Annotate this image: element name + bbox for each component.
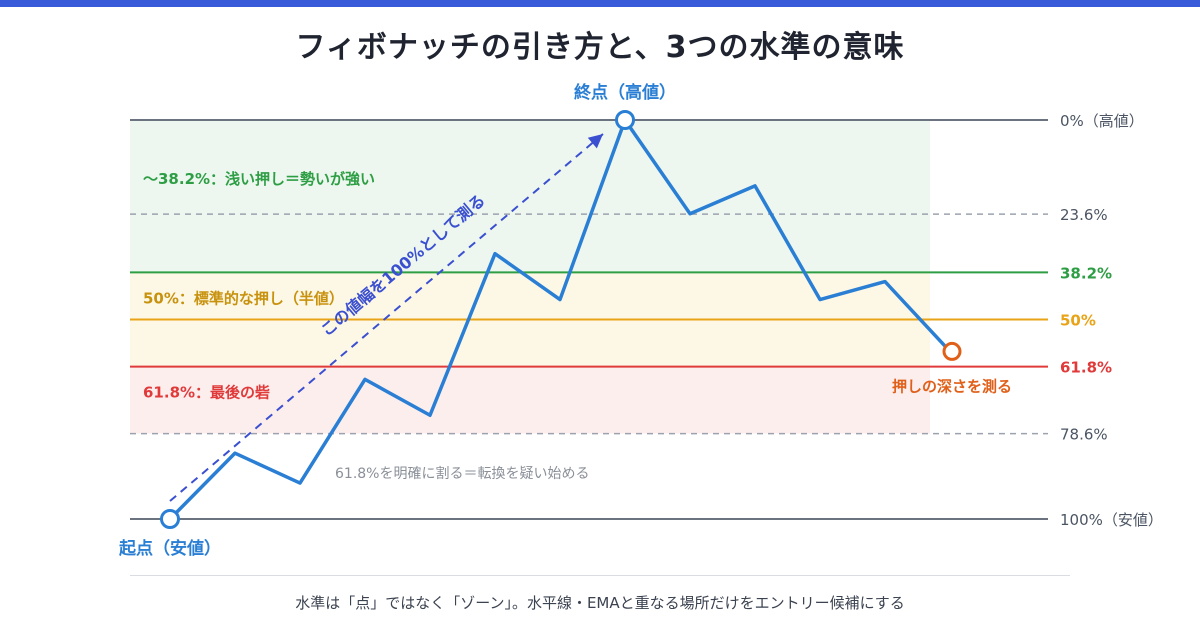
level-label-5: 78.6% (1060, 426, 1108, 444)
level-label-1: 23.6% (1060, 206, 1108, 224)
break-note: 61.8%を明確に割る＝転換を疑い始める (335, 465, 589, 482)
level-label-0: 0%（高値） (1060, 112, 1144, 130)
price-path-line (168, 118, 952, 521)
footer-divider (130, 575, 1070, 576)
zone-band-0 (130, 120, 930, 273)
level-label-4: 61.8% (1060, 359, 1112, 377)
footer-note: 水準は「点」ではなく「ゾーン」。水平線・EMAと重なる場所だけをエントリー候補に… (295, 594, 905, 612)
level-label-3: 50% (1060, 312, 1096, 330)
range-arrow-line (169, 133, 604, 502)
zone-label-1: 50%：標準的な押し（半値） (143, 289, 344, 307)
end-point-label: 終点（高値） (574, 82, 676, 103)
retrace-marker (942, 341, 962, 361)
retrace-label: 押しの深さを測る (892, 377, 1012, 395)
price-path-layer (160, 110, 962, 529)
zones-layer (130, 120, 930, 434)
levels-layer (130, 119, 1048, 520)
zone-band-2 (130, 366, 930, 434)
level-label-2: 38.2% (1060, 264, 1112, 282)
range-arrowhead (587, 134, 603, 149)
level-label-6: 100%（安値） (1060, 511, 1163, 529)
zone-label-2: 61.8%：最後の砦 (143, 384, 270, 402)
end-point-marker (615, 110, 635, 130)
start-point-marker (160, 509, 180, 529)
start-point-label: 起点（安値） (118, 538, 221, 559)
zone-label-0: 〜38.2%：浅い押し＝勢いが強い (143, 170, 375, 188)
top-accent-bar (0, 0, 1200, 7)
arrow-layer (169, 133, 604, 502)
page-title: フィボナッチの引き方と、3つの水準の意味 (295, 30, 905, 65)
